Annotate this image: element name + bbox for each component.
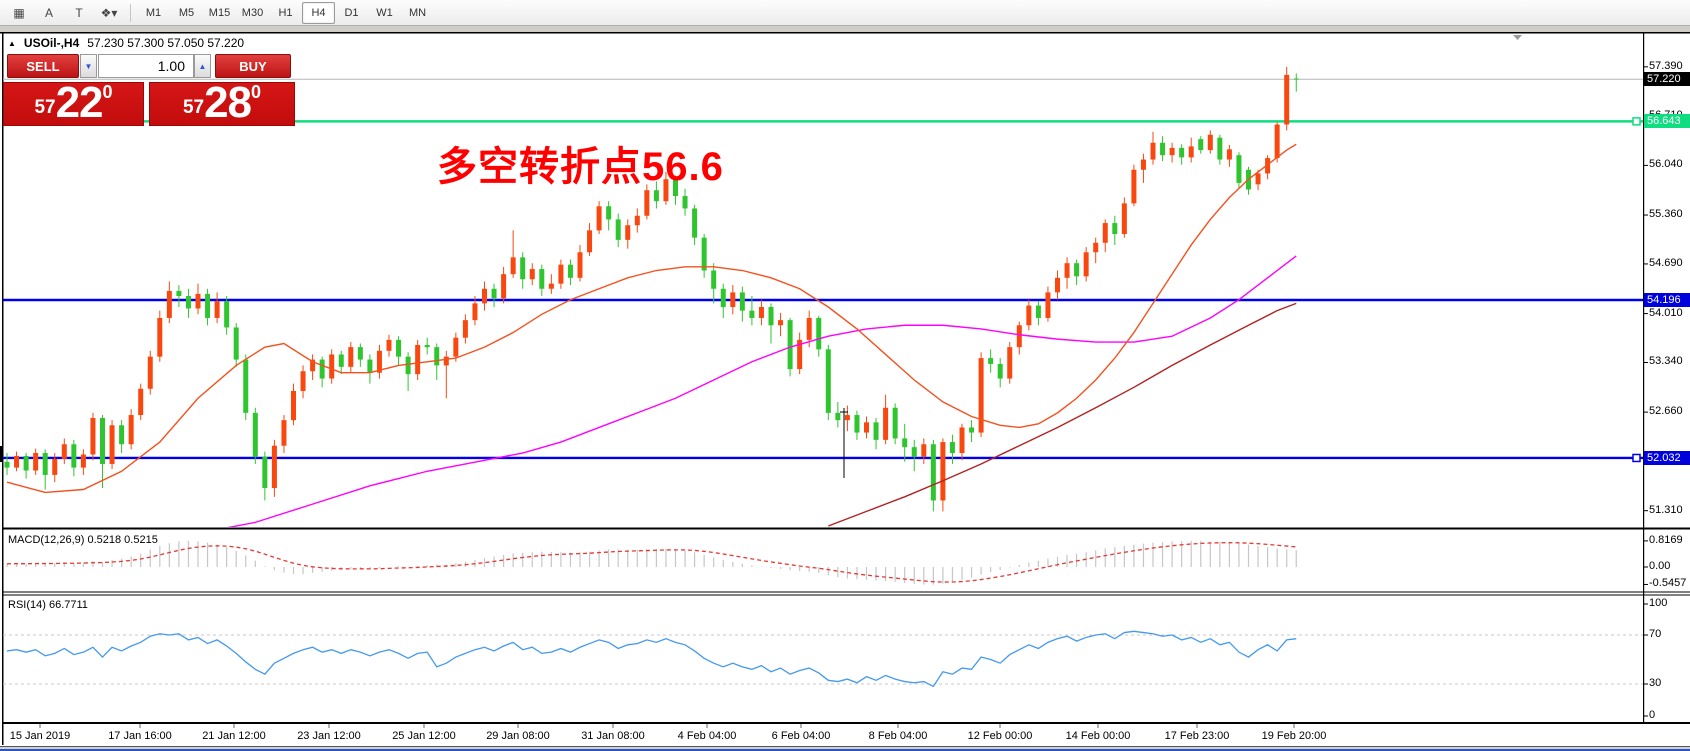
price-badge-52.032: 52.032	[1644, 450, 1690, 465]
bottom-window-strip	[0, 746, 1690, 751]
sell-price-main: 22	[55, 78, 104, 127]
time-axis-label[interactable]: 31 Jan 08:00	[581, 730, 645, 742]
time-axis-label[interactable]: 6 Feb 04:00	[771, 730, 831, 742]
font-icon[interactable]: A	[44, 5, 53, 20]
timeframe-button-m5[interactable]: M5	[178, 6, 195, 19]
price-axis-tick[interactable]: 54.690	[1649, 256, 1683, 269]
timeframe-button-mn[interactable]: MN	[408, 6, 427, 19]
sell-price-pip: 0	[102, 82, 113, 102]
macd-axis-tick[interactable]: 0.00	[1649, 560, 1671, 572]
time-axis-label[interactable]: 12 Feb 00:00	[967, 730, 1033, 742]
new-chart-icon[interactable]: ▦	[13, 5, 25, 20]
macd-axis-tick[interactable]: -0.5457	[1649, 577, 1687, 590]
annotation-text[interactable]: 多空转折点56.6	[437, 145, 724, 189]
rsi-axis-tick[interactable]: 100	[1649, 597, 1668, 609]
ohlc-values: 57.230 57.300 57.050 57.220	[87, 36, 245, 50]
time-axis-label[interactable]: 15 Jan 2019	[9, 730, 71, 742]
time-axis-label[interactable]: 29 Jan 08:00	[486, 730, 550, 742]
buy-price-pip: 0	[251, 82, 262, 102]
time-axis-label[interactable]: 17 Feb 23:00	[1164, 730, 1230, 742]
buy-button[interactable]: BUY	[215, 54, 291, 78]
rsi-axis-tick[interactable]: 0	[1649, 709, 1656, 721]
chart-title: ▲ USOil-,H4 57.230 57.300 57.050 57.220	[8, 36, 244, 50]
symbol-label: USOil-,H4	[23, 36, 80, 50]
symbol-collapse-icon[interactable]: ▲	[8, 38, 16, 48]
price-axis-tick[interactable]: 55.360	[1649, 208, 1683, 221]
price-badge-56.643: 56.643	[1644, 114, 1690, 129]
time-axis-label[interactable]: 19 Feb 20:00	[1261, 730, 1327, 742]
price-badge-57.220: 57.220	[1644, 72, 1690, 87]
volume-input[interactable]	[98, 54, 194, 78]
time-axis-label[interactable]: 25 Jan 12:00	[392, 730, 456, 742]
sell-price-base: 57	[34, 97, 56, 118]
price-axis-tick[interactable]: 51.310	[1649, 503, 1683, 516]
macd-axis-tick[interactable]: 0.8169	[1649, 533, 1683, 546]
rsi-axis-tick[interactable]: 30	[1649, 677, 1662, 689]
price-axis-tick[interactable]: 52.660	[1649, 405, 1683, 418]
buy-price-base: 57	[182, 97, 205, 118]
buy-price-panel[interactable]: 57 28 0	[149, 78, 295, 127]
timeframe-button-h4[interactable]: H4	[302, 1, 335, 24]
time-axis-label[interactable]: 14 Feb 00:00	[1065, 730, 1131, 742]
chevron-up-icon: ▲	[198, 61, 207, 71]
time-axis-label[interactable]: 4 Feb 04:00	[677, 730, 737, 742]
timeframe-button-m30[interactable]: M30	[241, 6, 264, 19]
rsi-indicator-label: RSI(14) 66.7711	[8, 599, 88, 611]
time-axis-label[interactable]: 21 Jan 12:00	[202, 730, 266, 742]
timeframe-button-m1[interactable]: M1	[145, 6, 162, 19]
time-axis-label[interactable]: 23 Jan 12:00	[297, 730, 361, 742]
chevron-down-icon: ▼	[84, 61, 93, 71]
price-axis-tick[interactable]: 53.340	[1649, 355, 1683, 368]
volume-decrease-button[interactable]: ▼	[80, 54, 97, 78]
timeframe-button-d1[interactable]: D1	[344, 6, 359, 19]
price-axis-tick[interactable]: 57.390	[1649, 59, 1683, 72]
price-badge-54.196: 54.196	[1644, 293, 1690, 307]
timeframe-button-h1[interactable]: H1	[278, 6, 293, 19]
toolbar: ▦ A T ❖▾ M1 M5 M15 M30 H1 H4 D1 W1 MN	[0, 0, 1690, 26]
sell-price-panel[interactable]: 57 22 0	[3, 78, 144, 127]
window-strip	[0, 26, 1690, 32]
price-axis-tick[interactable]: 56.040	[1649, 158, 1683, 171]
volume-increase-button[interactable]: ▲	[194, 54, 211, 78]
text-label-icon[interactable]: T	[75, 5, 83, 20]
time-axis-label[interactable]: 17 Jan 16:00	[108, 730, 172, 742]
timeframe-button-w1[interactable]: W1	[376, 6, 393, 19]
toolbar-separator	[130, 3, 131, 22]
macd-indicator-label: MACD(12,26,9) 0.5218 0.5215	[8, 534, 158, 546]
time-axis-label[interactable]: 8 Feb 04:00	[868, 730, 928, 742]
sell-button[interactable]: SELL	[7, 54, 79, 78]
price-axis-tick[interactable]: 54.010	[1649, 306, 1683, 319]
buy-price-main: 28	[204, 78, 252, 127]
rsi-axis-tick[interactable]: 70	[1649, 628, 1662, 640]
arrange-icon[interactable]: ❖▾	[100, 5, 118, 20]
timeframe-button-m15[interactable]: M15	[208, 6, 231, 19]
